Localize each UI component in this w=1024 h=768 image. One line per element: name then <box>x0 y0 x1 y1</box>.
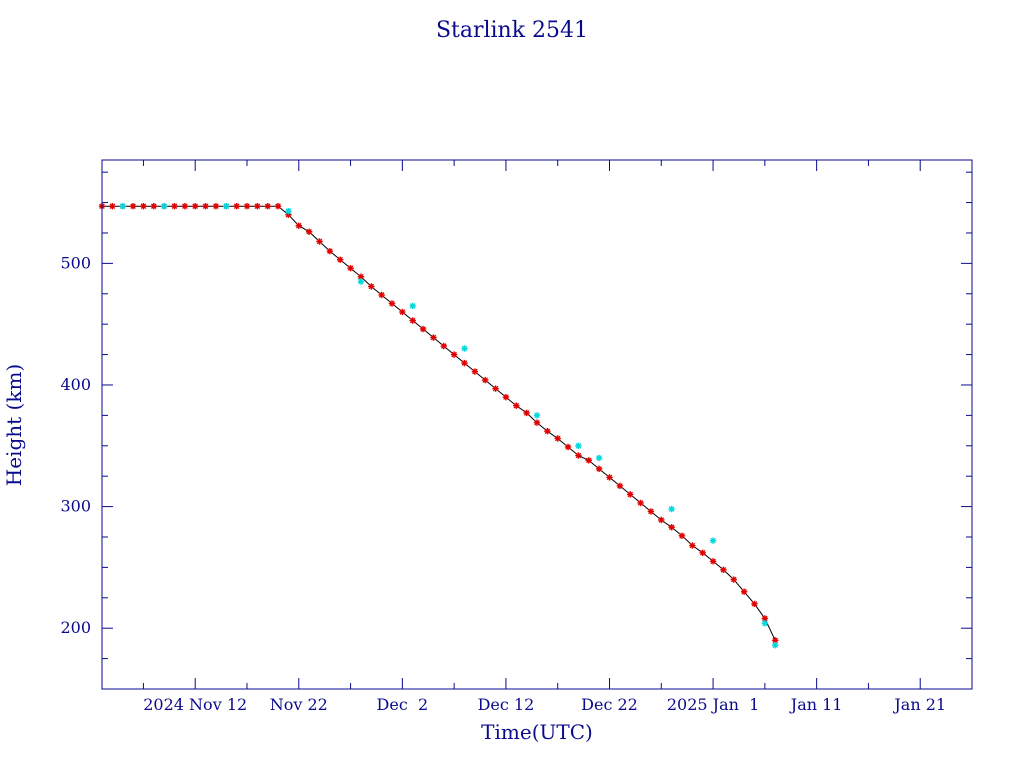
data-point-red <box>699 549 706 556</box>
data-point-red <box>264 203 271 210</box>
data-point-red <box>450 351 458 358</box>
data-point-red <box>533 419 541 426</box>
data-point-cyan <box>709 537 717 544</box>
data-point-red <box>606 474 613 481</box>
data-point-red <box>523 409 530 417</box>
x-axis-label: Time(UTC) <box>481 720 593 744</box>
data-point-red <box>212 203 220 210</box>
data-point-red <box>368 283 375 290</box>
data-point-red <box>689 542 696 549</box>
data-point-red <box>399 308 406 316</box>
data-point-cyan <box>533 412 541 419</box>
data-point-red <box>730 576 737 583</box>
data-point-red <box>482 376 489 384</box>
data-point-red <box>751 600 758 608</box>
data-point-cyan <box>357 278 365 285</box>
data-point-red <box>409 317 416 324</box>
data-point-red <box>140 203 147 210</box>
data-point-red <box>109 203 116 210</box>
data-point-cyan <box>761 620 769 627</box>
data-point-red <box>720 566 727 574</box>
y-tick-label: 400 <box>60 375 91 394</box>
data-point-red <box>678 532 686 539</box>
x-tick-label: 2025 Jan 1 <box>667 695 759 714</box>
data-point-cyan <box>119 203 126 210</box>
data-point-red <box>305 228 313 235</box>
plot-area <box>98 203 779 649</box>
data-point-red <box>637 499 644 507</box>
data-point-red <box>502 393 510 401</box>
chart-title: Starlink 2541 <box>436 18 588 43</box>
trajectory-line <box>102 205 776 641</box>
data-point-red <box>709 558 717 565</box>
data-point-red <box>513 402 520 409</box>
data-point-red <box>430 334 437 341</box>
data-point-red <box>316 238 323 245</box>
x-tick-label: Dec 2 <box>377 695 429 714</box>
data-point-red <box>575 452 582 459</box>
data-point-cyan <box>575 442 582 449</box>
data-point-red <box>419 325 427 333</box>
data-point-red <box>357 273 365 280</box>
data-point-cyan <box>409 302 416 310</box>
y-tick-label: 200 <box>60 618 91 637</box>
data-point-cyan <box>285 207 292 215</box>
data-point-red <box>492 385 499 392</box>
data-point-red <box>295 222 302 229</box>
data-point-red <box>585 457 592 464</box>
data-point-red <box>150 203 157 210</box>
data-point-red <box>233 203 240 210</box>
data-point-cyan <box>668 505 675 513</box>
data-point-red <box>129 203 137 210</box>
data-point-red <box>544 427 551 435</box>
data-point-red <box>274 203 282 210</box>
y-tick-label: 300 <box>60 497 91 516</box>
y-tick-label: 500 <box>60 253 91 272</box>
data-point-red <box>254 203 261 210</box>
data-point-red <box>181 203 189 210</box>
data-point-red <box>668 524 675 531</box>
x-tick-label: Dec 12 <box>478 695 535 714</box>
data-point-red <box>461 359 468 367</box>
data-point-cyan <box>160 203 168 210</box>
data-point-cyan <box>595 454 603 462</box>
data-point-cyan <box>461 345 468 352</box>
x-tick-label: Jan 11 <box>789 695 843 714</box>
data-point-red <box>337 256 344 263</box>
data-point-red <box>564 443 572 451</box>
data-point-red <box>192 203 199 210</box>
data-point-red <box>326 248 334 255</box>
data-point-red <box>440 342 447 350</box>
data-point-red <box>378 291 385 299</box>
x-tick-label: 2024 Nov 12 <box>143 695 247 714</box>
x-tick-label: Jan 21 <box>892 695 946 714</box>
data-point-red <box>595 465 603 473</box>
plot-frame <box>101 159 973 690</box>
data-point-red <box>388 300 396 307</box>
x-tick-label: Nov 22 <box>270 695 328 714</box>
data-point-red <box>647 508 655 515</box>
y-axis-label: Height (km) <box>2 364 26 486</box>
data-point-red <box>171 203 178 210</box>
data-point-red <box>616 482 624 490</box>
data-point-red <box>658 516 665 524</box>
data-point-red <box>471 368 479 375</box>
data-point-red <box>202 203 209 210</box>
data-point-red <box>243 203 251 210</box>
data-point-red <box>627 491 634 498</box>
axes: 200 300 400 500 2024 Nov 12 Nov 22 Dec 2 Dec 12… <box>60 160 972 714</box>
data-point-cyan <box>772 642 779 649</box>
data-point-cyan <box>223 203 230 210</box>
data-point-red <box>347 265 354 272</box>
data-point-red <box>554 435 561 442</box>
x-tick-label: Dec 22 <box>581 695 638 714</box>
data-point-red <box>740 588 748 595</box>
